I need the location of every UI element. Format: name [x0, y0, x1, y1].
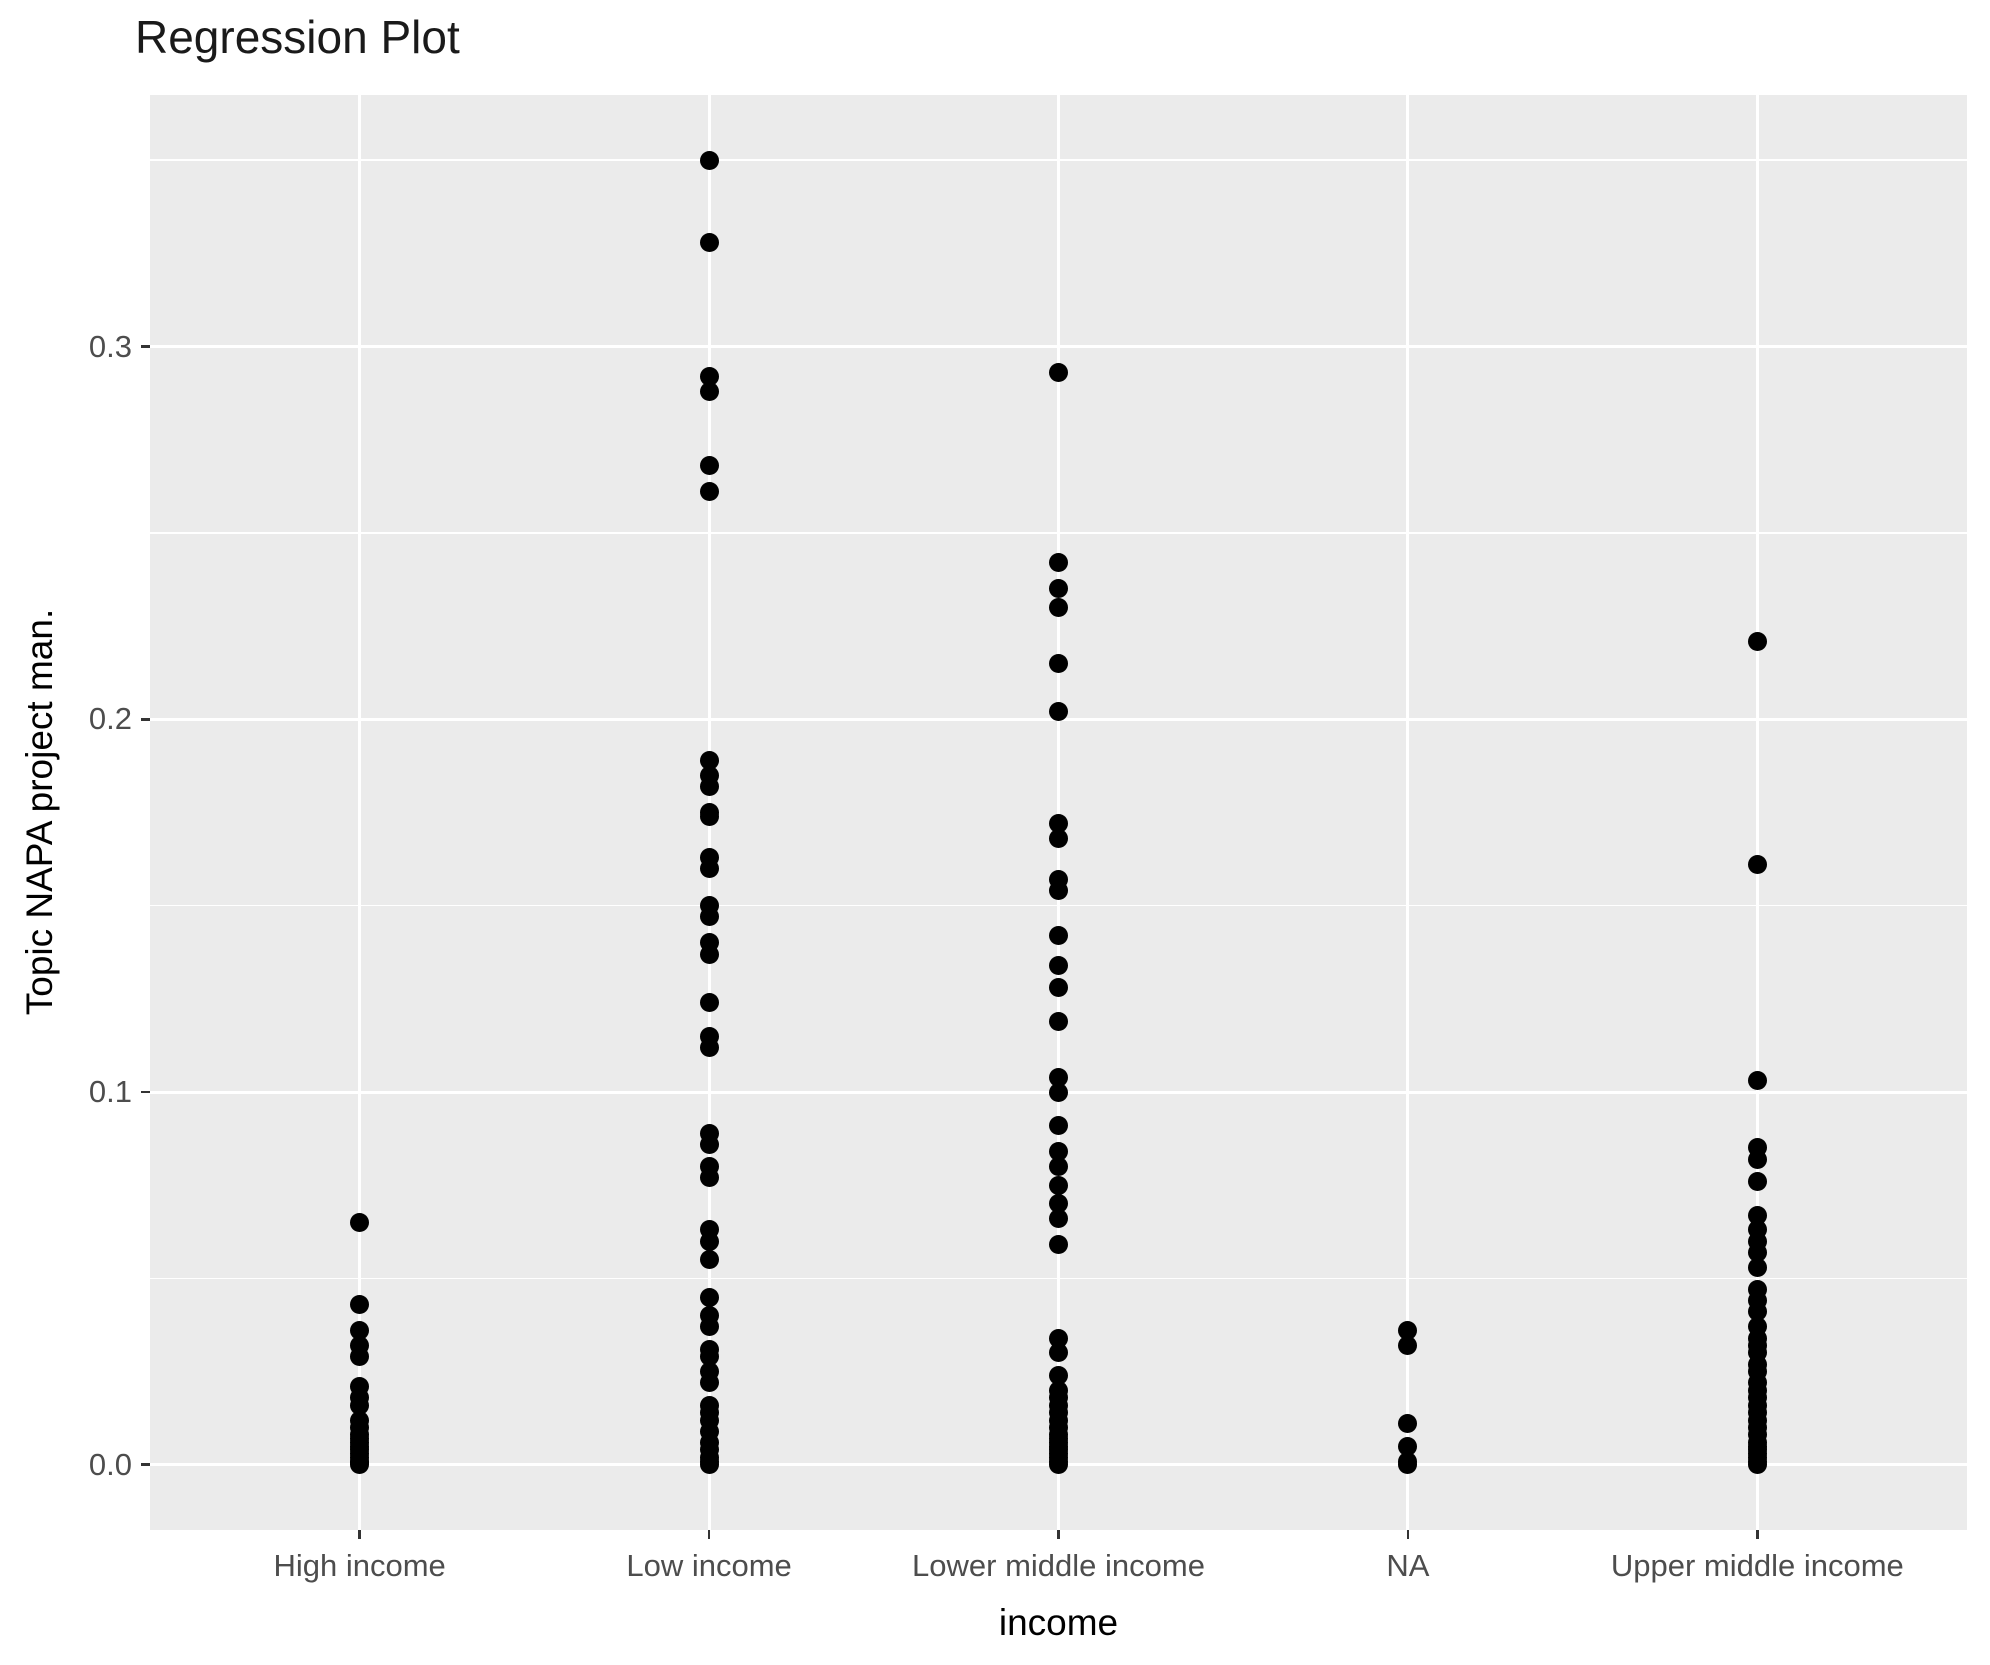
x-tick-mark	[1406, 1530, 1410, 1539]
data-point	[1049, 553, 1068, 573]
data-point	[699, 482, 719, 502]
data-point	[1398, 1436, 1418, 1456]
x-tick-mark	[358, 1530, 361, 1539]
x-tick-mark	[707, 1530, 711, 1539]
y-tick-label: 0.3	[88, 328, 132, 364]
y-axis-title: Topic NAPA project man.	[19, 608, 60, 1016]
data-point	[1747, 1149, 1767, 1169]
data-point	[1049, 1365, 1068, 1385]
data-point	[1747, 631, 1767, 651]
data-point	[699, 1250, 719, 1270]
y-tick-label: 0.0	[88, 1446, 132, 1482]
data-point	[699, 776, 719, 796]
data-point	[1049, 1175, 1068, 1195]
y-tick-mark	[141, 1090, 150, 1094]
x-tick-label: Low income	[626, 1548, 792, 1583]
x-tick-label: High income	[273, 1548, 446, 1583]
data-point	[1049, 1082, 1068, 1102]
y-tick-mark	[141, 1463, 150, 1467]
data-point	[1049, 829, 1068, 849]
data-point	[699, 750, 719, 770]
plot-title: Regression Plot	[135, 11, 460, 63]
y-tick-mark	[141, 345, 150, 348]
plot-panel	[150, 95, 1967, 1530]
data-point	[1747, 855, 1767, 875]
data-point	[1049, 579, 1068, 599]
data-point	[1049, 1116, 1068, 1136]
data-point	[699, 150, 719, 170]
data-point	[1747, 1242, 1767, 1262]
data-point	[1049, 926, 1068, 945]
data-point	[699, 366, 719, 386]
x-tick-label: Upper middle income	[1610, 1548, 1904, 1583]
x-tick-label: NA	[1386, 1548, 1430, 1583]
data-point	[1747, 1205, 1767, 1225]
data-point	[350, 1395, 370, 1415]
data-point	[699, 1134, 719, 1154]
gridline-vertical	[1406, 95, 1410, 1530]
data-point	[699, 806, 719, 826]
data-point	[1049, 653, 1068, 673]
data-point	[350, 1321, 370, 1341]
gridline-vertical	[358, 95, 362, 1530]
data-point	[1049, 1011, 1068, 1031]
data-point	[699, 1037, 719, 1057]
y-tick-label: 0.2	[88, 701, 132, 737]
data-point	[699, 1168, 719, 1188]
data-point	[1049, 1328, 1068, 1348]
gridline-vertical	[1755, 95, 1759, 1530]
data-point	[699, 1455, 719, 1475]
y-tick-label: 0.1	[88, 1074, 132, 1110]
x-tick-mark	[1756, 1530, 1759, 1539]
data-point	[1747, 1257, 1767, 1277]
data-point	[699, 858, 719, 878]
data-point	[1049, 814, 1068, 834]
data-point	[1049, 881, 1068, 901]
data-point	[1398, 1321, 1418, 1341]
data-point	[1747, 1071, 1767, 1091]
data-point	[1398, 1336, 1418, 1355]
data-point	[1049, 1142, 1068, 1162]
data-point	[1398, 1414, 1418, 1434]
data-point	[350, 1295, 370, 1314]
data-point	[699, 907, 719, 927]
data-point	[1049, 1157, 1068, 1177]
data-point	[350, 1455, 370, 1475]
x-tick-label: Lower middle income	[912, 1548, 1205, 1583]
data-point	[1049, 955, 1068, 975]
data-point	[1049, 1455, 1068, 1475]
data-point	[1049, 978, 1068, 998]
data-point	[1049, 1343, 1068, 1363]
y-tick-mark	[141, 718, 150, 721]
x-axis-title: income	[998, 1602, 1119, 1643]
data-point	[699, 1231, 719, 1251]
data-point	[1049, 1067, 1068, 1087]
data-point	[1049, 1235, 1068, 1255]
data-point	[1049, 1209, 1068, 1229]
data-point	[1747, 1302, 1767, 1322]
data-point	[350, 1347, 370, 1367]
data-point	[699, 1347, 719, 1367]
data-point	[699, 232, 719, 252]
data-point	[699, 944, 719, 964]
data-point	[699, 456, 719, 476]
data-point	[1747, 1172, 1767, 1191]
data-point	[699, 1287, 719, 1307]
data-point	[699, 1373, 719, 1393]
x-tick-mark	[1057, 1530, 1060, 1539]
data-point	[1049, 363, 1068, 383]
data-point	[699, 1317, 719, 1337]
data-point	[350, 1213, 370, 1232]
gridline-vertical	[1057, 95, 1060, 1530]
data-point	[1747, 1455, 1767, 1475]
data-point	[1049, 702, 1068, 722]
data-point	[699, 993, 719, 1013]
data-point	[699, 381, 719, 401]
data-point	[1398, 1455, 1418, 1475]
data-point	[1049, 598, 1068, 617]
data-point	[1049, 1194, 1068, 1214]
